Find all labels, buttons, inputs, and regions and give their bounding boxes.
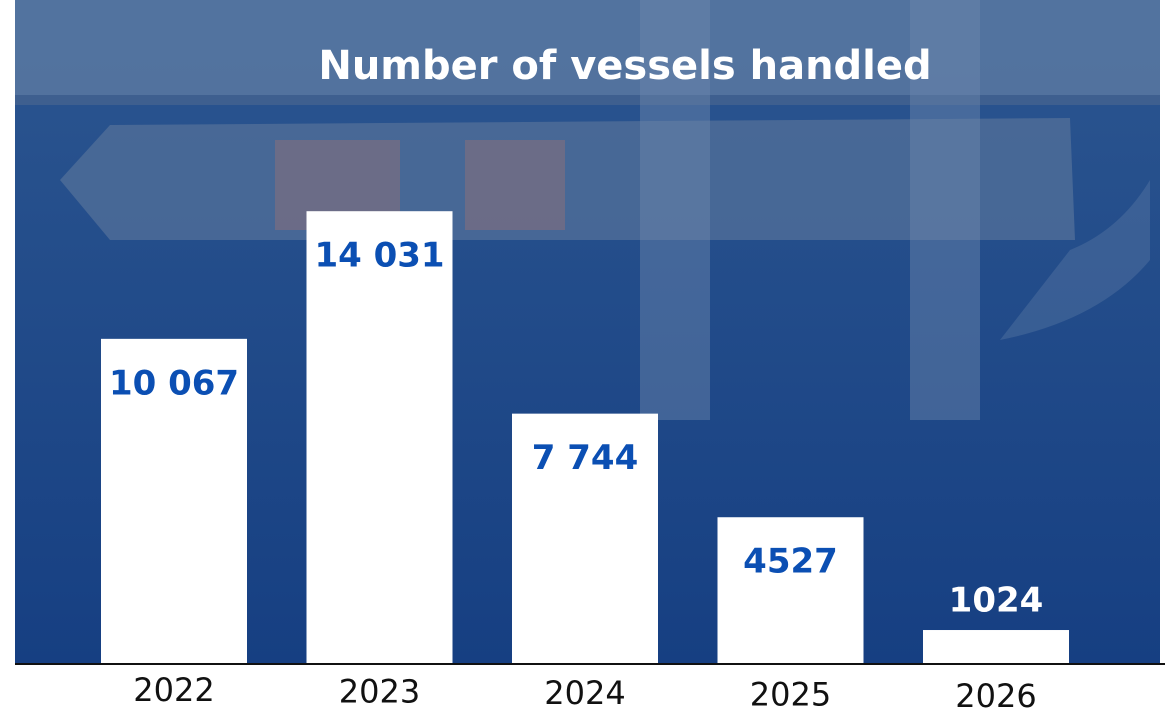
- chart-title: Number of vessels handled: [318, 43, 931, 89]
- x-tick-label: 2023: [339, 673, 420, 711]
- data-label: 4527: [743, 542, 838, 582]
- bar: [923, 630, 1069, 663]
- data-label: 14 031: [314, 236, 444, 276]
- bar: [717, 517, 864, 663]
- x-tick-label: 2024: [544, 674, 625, 712]
- bar: [306, 211, 453, 664]
- bar: [101, 338, 247, 663]
- data-label: 10 067: [109, 363, 239, 403]
- bar: [512, 413, 658, 663]
- x-tick-label: 2026: [955, 677, 1036, 715]
- data-label: 1024: [949, 581, 1044, 621]
- x-tick-label: 2022: [133, 671, 214, 709]
- data-label: 7 744: [532, 438, 638, 478]
- x-tick-label: 2025: [750, 676, 831, 714]
